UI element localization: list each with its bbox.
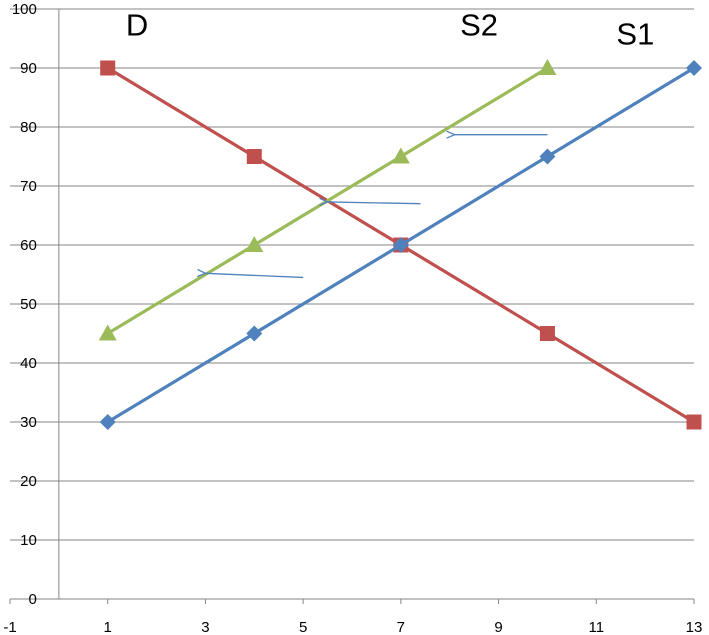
x-tick-label: 1 [104, 619, 112, 635]
data-point-d [539, 326, 555, 341]
data-point-s2 [538, 59, 557, 75]
x-tick-label: 9 [494, 619, 502, 635]
y-tick-label: 50 [20, 296, 37, 313]
x-tick-label: 13 [686, 619, 703, 635]
y-tick-label: 10 [20, 532, 37, 549]
shift-arrow [205, 273, 304, 279]
x-tick-label: 3 [201, 619, 209, 635]
data-point-s1 [246, 325, 263, 342]
y-tick-label: 80 [20, 119, 37, 136]
y-tick-label: 0 [29, 591, 37, 608]
y-tick-label: 100 [12, 1, 37, 18]
data-point-d [100, 60, 116, 76]
data-point-s1 [539, 148, 556, 165]
x-tick-label: 11 [588, 619, 604, 635]
gridlines [10, 8, 694, 541]
data-point-d [246, 149, 262, 164]
data-point-s1 [392, 237, 409, 253]
annotations [205, 135, 548, 279]
y-tick-label: 90 [20, 60, 37, 77]
series-label-s2: S2 [460, 8, 498, 43]
y-tick-label: 40 [20, 355, 37, 372]
data-point-s2 [98, 324, 117, 341]
data-point-s1 [686, 60, 702, 76]
y-tick-label: 20 [20, 473, 37, 490]
x-tick-label: -1 [3, 619, 16, 635]
axes [9, 8, 695, 604]
data-point-s2 [245, 236, 264, 252]
series-label-d: D [126, 8, 148, 43]
x-tick-label: 5 [299, 619, 307, 635]
series-labels: D S2 S1 [126, 8, 654, 52]
data-point-s2 [391, 147, 410, 164]
data-point-d [686, 414, 702, 430]
x-tick-label: 7 [397, 619, 405, 635]
y-tick-label: 60 [20, 237, 37, 254]
y-tick-label: 30 [20, 414, 37, 431]
series-label-s1: S1 [616, 16, 654, 51]
shift-arrow [328, 202, 421, 204]
data-point-s1 [99, 414, 116, 430]
y-tick-label: 70 [20, 178, 37, 195]
series-s1 [99, 60, 702, 430]
series-group [98, 59, 702, 430]
